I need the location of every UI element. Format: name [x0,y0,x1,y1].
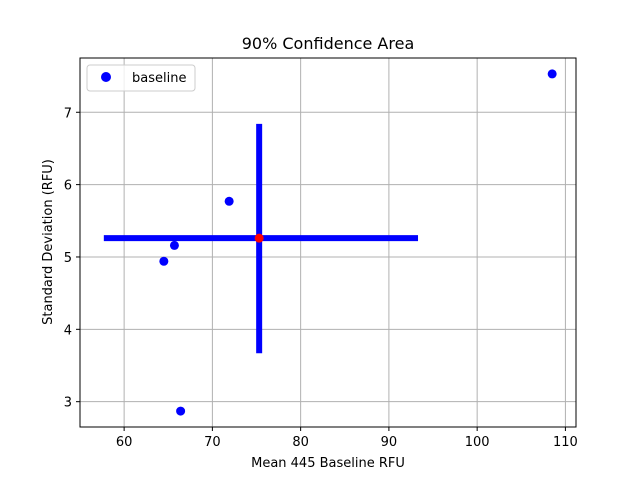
x-tick-label: 80 [292,435,309,450]
x-tick-label: 110 [553,435,578,450]
x-axis-title: Mean 445 Baseline RFU [251,456,405,471]
data-point-baseline [224,196,234,206]
x-tick-label: 100 [465,435,490,450]
y-axis-title: Standard Deviation (RFU) [41,159,56,325]
y-tick-label: 7 [64,106,72,121]
y-tick-label: 6 [64,179,72,194]
legend-box [86,64,196,92]
data-point-baseline [159,256,169,266]
data-point-baseline [547,69,557,79]
plot-frame [79,57,577,428]
chart-title: 90% Confidence Area [242,34,415,53]
legend: baseline [86,64,196,92]
plot-marks [103,69,557,416]
x-tick-label: 90 [381,435,398,450]
x-tick-label: 60 [116,435,133,450]
y-tick-label: 5 [64,251,72,266]
confidence-center-point [254,233,264,243]
axis-ticks: 60 70 80 90 100 110 3 4 5 6 7 [64,106,578,450]
y-tick-label: 4 [64,323,72,338]
data-point-baseline [169,240,179,250]
data-point-baseline [176,406,186,416]
x-tick-label: 70 [204,435,221,450]
legend-marker-baseline [101,72,111,82]
y-tick-label: 3 [64,396,72,411]
legend-label-baseline: baseline [132,71,186,86]
